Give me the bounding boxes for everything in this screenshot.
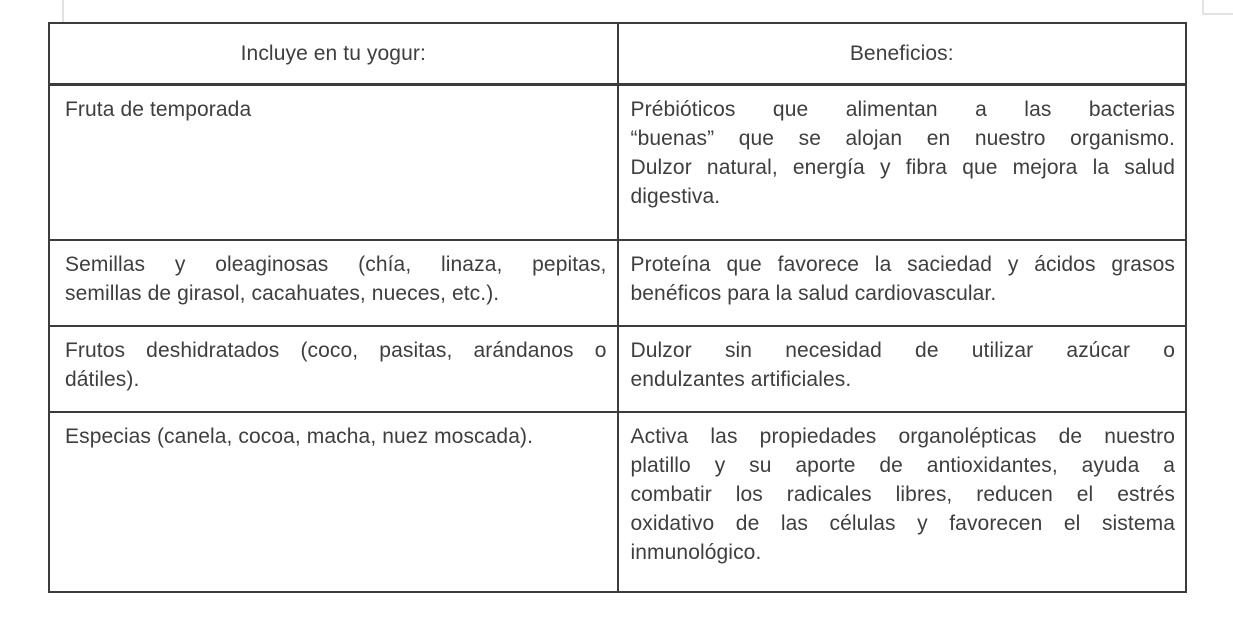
table-row: Especias (canela, cocoa, macha, nuez mos…: [48, 410, 1187, 593]
table-row: Frutos deshidratados (coco, pasitas, ará…: [48, 324, 1187, 413]
table-header-row: Incluye en tu yogur: Beneficios:: [48, 22, 1187, 86]
cell-benefit-organolepticas: Activa las propiedades organolépticas de…: [616, 410, 1187, 593]
cell-benefit-proteina: Proteína que favorece la saciedad y ácid…: [616, 238, 1187, 327]
header-cell-benefits: Beneficios:: [616, 22, 1187, 86]
cell-include-frutos: Frutos deshidratados (coco, pasitas, ará…: [48, 324, 619, 413]
yogurt-benefits-table: Incluye en tu yogur: Beneficios: Fruta d…: [48, 22, 1187, 593]
table-row: Semillas y oleaginosas (chía, linaza, pe…: [48, 238, 1187, 327]
header-cell-include: Incluye en tu yogur:: [48, 22, 619, 86]
cell-include-especias: Especias (canela, cocoa, macha, nuez mos…: [48, 410, 619, 593]
cell-benefit-dulzor: Dulzor sin necesidad de utilizar azúcar …: [616, 324, 1187, 413]
table-row: Fruta de temporada Prébióticos que alime…: [48, 83, 1187, 241]
cell-include-semillas: Semillas y oleaginosas (chía, linaza, pe…: [48, 238, 619, 327]
cell-benefit-prebioticos: Prébióticos que alimentan a las bacteria…: [616, 83, 1187, 241]
cell-include-fruta: Fruta de temporada: [48, 83, 619, 241]
page-edge-artifact: [1202, 0, 1204, 15]
page-edge-artifact: [62, 0, 64, 22]
page-edge-artifact: [1202, 13, 1233, 15]
